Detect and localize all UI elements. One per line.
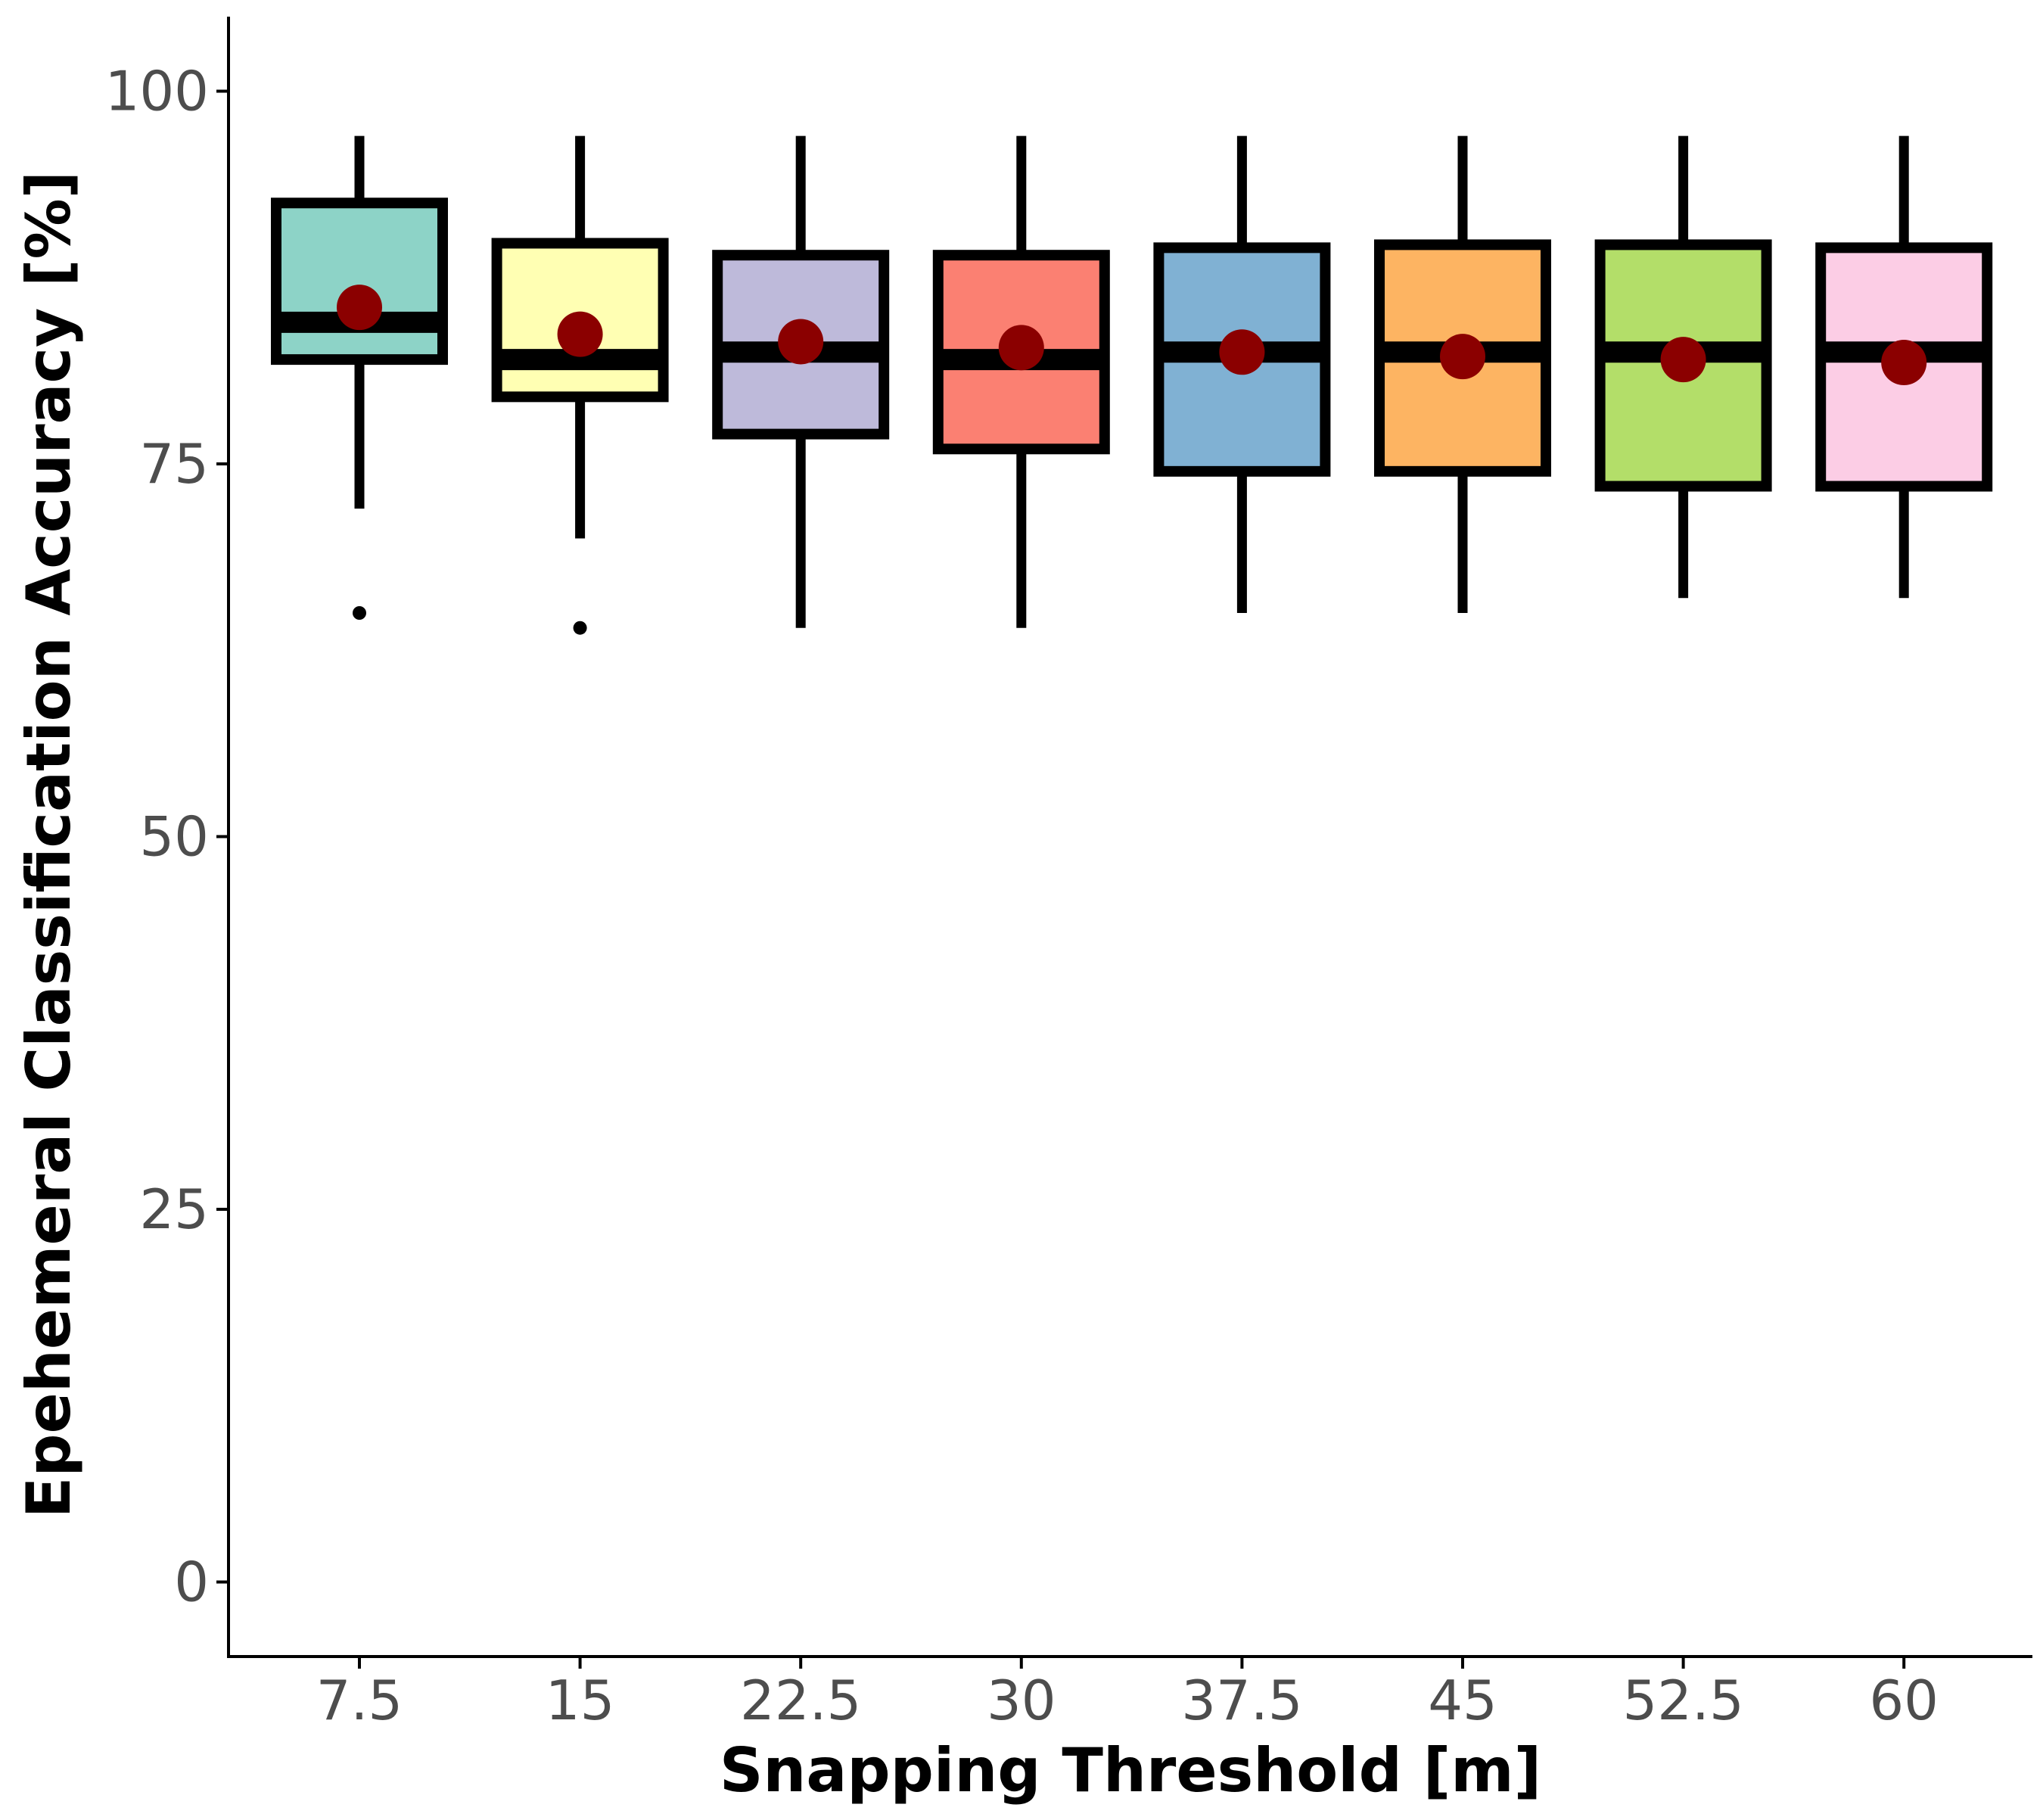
box-22.5	[712, 135, 890, 628]
box-37.5	[1153, 135, 1331, 613]
x-tick-label: 52.5	[1622, 1669, 1743, 1732]
mean-point	[557, 311, 603, 357]
y-tick-label: 75	[139, 432, 209, 496]
mean-point	[1219, 329, 1265, 375]
plot-marks	[271, 135, 1993, 635]
box-30	[932, 135, 1110, 628]
box-52.5	[1594, 135, 1772, 599]
box-7.5	[271, 135, 448, 620]
x-tick-label: 45	[1428, 1669, 1497, 1732]
mean-point	[1440, 334, 1485, 380]
y-axis-title: Epehemeral Classification Accuracy [%]	[14, 171, 84, 1518]
box-rect	[271, 198, 448, 366]
x-tick-label: 60	[1869, 1669, 1939, 1732]
mean-point	[1881, 340, 1927, 386]
x-ticks: 7.5 15 22.5 30 37.5 45 52.5 60	[316, 1657, 1939, 1732]
x-axis-title: Snapping Threshold [m]	[720, 1735, 1541, 1806]
y-tick-label: 0	[174, 1551, 209, 1614]
outlier-point	[573, 621, 587, 635]
y-tick-label: 50	[139, 805, 209, 869]
mean-point	[778, 319, 824, 365]
box-15	[491, 135, 669, 635]
x-tick-label: 30	[987, 1669, 1056, 1732]
mean-point	[337, 285, 382, 331]
y-tick-label: 25	[139, 1178, 209, 1241]
box-45	[1374, 135, 1551, 613]
mean-point	[1660, 337, 1706, 383]
y-ticks: 0 25 50 75 100	[105, 60, 229, 1614]
outlier-point	[353, 606, 366, 620]
x-tick-label: 22.5	[740, 1669, 861, 1732]
box-60	[1815, 135, 1993, 599]
axes: 0 25 50 75 100 7.5 15 22.5 30 37.5 45 52.5 60	[105, 17, 2032, 1732]
y-tick-label: 100	[105, 60, 209, 123]
x-tick-label: 15	[546, 1669, 615, 1732]
mean-point	[998, 325, 1044, 371]
x-tick-label: 7.5	[316, 1669, 403, 1732]
x-tick-label: 37.5	[1181, 1669, 1302, 1732]
